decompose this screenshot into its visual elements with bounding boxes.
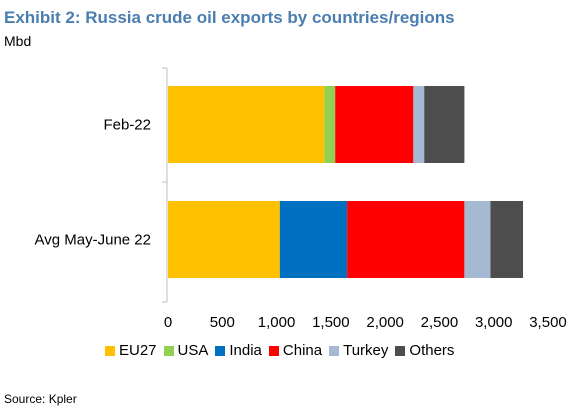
- x-tick-label: 1,000: [258, 314, 296, 331]
- x-tick-label: 500: [210, 314, 235, 331]
- legend-label: Turkey: [343, 342, 389, 359]
- bar-segment-china: [335, 86, 414, 163]
- category-label: Avg May-June 22: [35, 232, 151, 249]
- legend-swatch: [268, 345, 279, 356]
- legend-label: USA: [177, 342, 209, 359]
- chart-plot: Feb-22 Avg May-June 22 0 500 1,000 1,500 2,000…: [35, 67, 567, 331]
- legend-swatch: [215, 345, 226, 356]
- bar-segment-others: [490, 201, 524, 278]
- source-note: Source: Kpler: [4, 392, 77, 406]
- x-tick-label: 1,500: [312, 314, 350, 331]
- legend-item-others: Others: [395, 342, 454, 359]
- x-tick-label: 3,500: [529, 314, 567, 331]
- bar-segment-china: [347, 201, 465, 278]
- legend-swatch: [163, 345, 174, 356]
- bar-segment-india: [279, 201, 348, 278]
- legend-label: Others: [409, 342, 455, 359]
- category-label: Feb-22: [103, 117, 151, 134]
- bar-segment-turkey: [413, 86, 425, 163]
- legend: EU27 USA India China Turkey Others: [105, 342, 461, 359]
- legend-item-eu27: EU27: [105, 342, 157, 359]
- x-tick-label: 3,000: [475, 314, 513, 331]
- legend-label: India: [229, 342, 262, 359]
- x-tick-label: 2,500: [421, 314, 459, 331]
- legend-label: China: [282, 342, 323, 359]
- legend-item-china: China: [268, 342, 323, 359]
- bar-segment-usa: [324, 86, 336, 163]
- x-tick-label: 0: [164, 314, 172, 331]
- legend-swatch: [395, 345, 406, 356]
- bar-segment-eu27: [168, 201, 280, 278]
- legend-swatch: [105, 345, 115, 356]
- x-tick-label: 2,000: [366, 314, 404, 331]
- unit-label: Mbd: [4, 33, 32, 49]
- legend-swatch: [329, 345, 340, 356]
- legend-label: EU27: [119, 342, 157, 359]
- bar-segment-turkey: [464, 201, 491, 278]
- legend-item-india: India: [215, 342, 262, 359]
- legend-item-usa: USA: [163, 342, 209, 359]
- bar-segment-others: [424, 86, 465, 163]
- chart-title: Exhibit 2: Russia crude oil exports by c…: [4, 8, 455, 27]
- legend-item-turkey: Turkey: [329, 342, 388, 359]
- bar-segment-eu27: [168, 86, 325, 163]
